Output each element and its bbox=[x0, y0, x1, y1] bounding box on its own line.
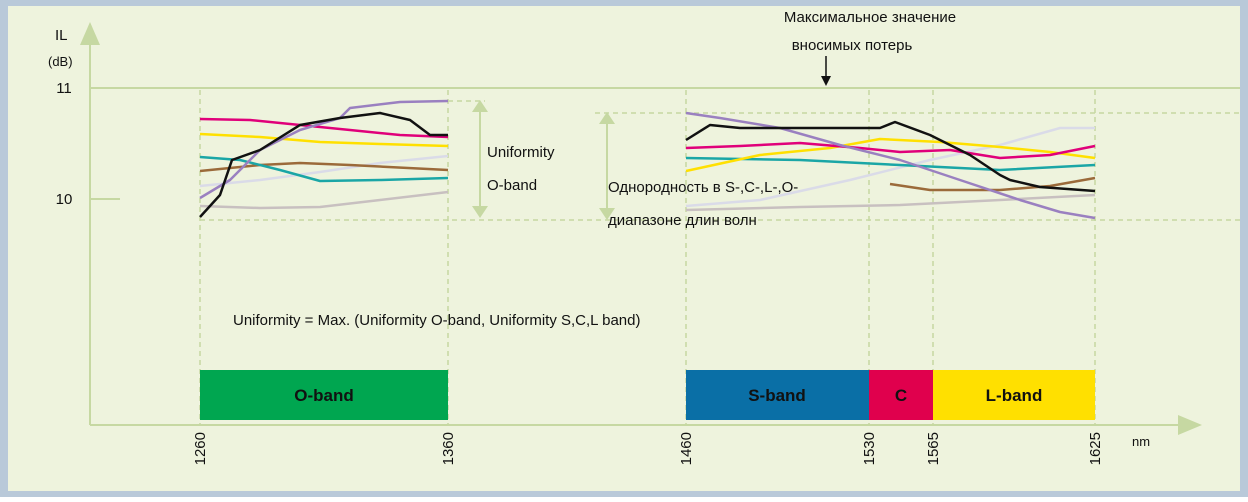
band-o bbox=[200, 370, 448, 420]
x-label: 1460 bbox=[678, 432, 695, 465]
y-title: IL bbox=[55, 27, 68, 44]
x-label: 1565 bbox=[925, 432, 942, 465]
y-label: 10 bbox=[56, 191, 73, 208]
band-c bbox=[869, 370, 933, 420]
annotation: O-band bbox=[487, 177, 537, 194]
guides bbox=[90, 87, 1240, 425]
band-label: O-band bbox=[294, 386, 354, 405]
band-s bbox=[686, 370, 869, 420]
x-label: 1530 bbox=[861, 432, 878, 465]
y-unit: (dB) bbox=[48, 54, 73, 69]
annotation: Uniformity bbox=[487, 144, 555, 161]
annotation: Максимальное значение bbox=[784, 9, 956, 26]
x-unit: nm bbox=[1132, 434, 1150, 449]
annotation: вносимых потерь bbox=[792, 37, 913, 54]
axes bbox=[80, 22, 1202, 435]
y-label: 11 bbox=[56, 80, 72, 97]
band-label: C bbox=[895, 386, 907, 405]
x-label: 1260 bbox=[192, 432, 209, 465]
band-label: L-band bbox=[986, 386, 1043, 405]
x-label: 1360 bbox=[440, 432, 457, 465]
x-label: 1625 bbox=[1087, 432, 1104, 465]
band-label: S-band bbox=[748, 386, 806, 405]
formula: Uniformity = Max. (Uniformity O-band, Un… bbox=[233, 312, 640, 329]
annotation: Однородность в S-,C-,L-,O- bbox=[608, 179, 798, 196]
annotation: диапазоне длин волн bbox=[608, 212, 757, 229]
band-l bbox=[933, 370, 1095, 420]
curves bbox=[199, 99, 1096, 220]
